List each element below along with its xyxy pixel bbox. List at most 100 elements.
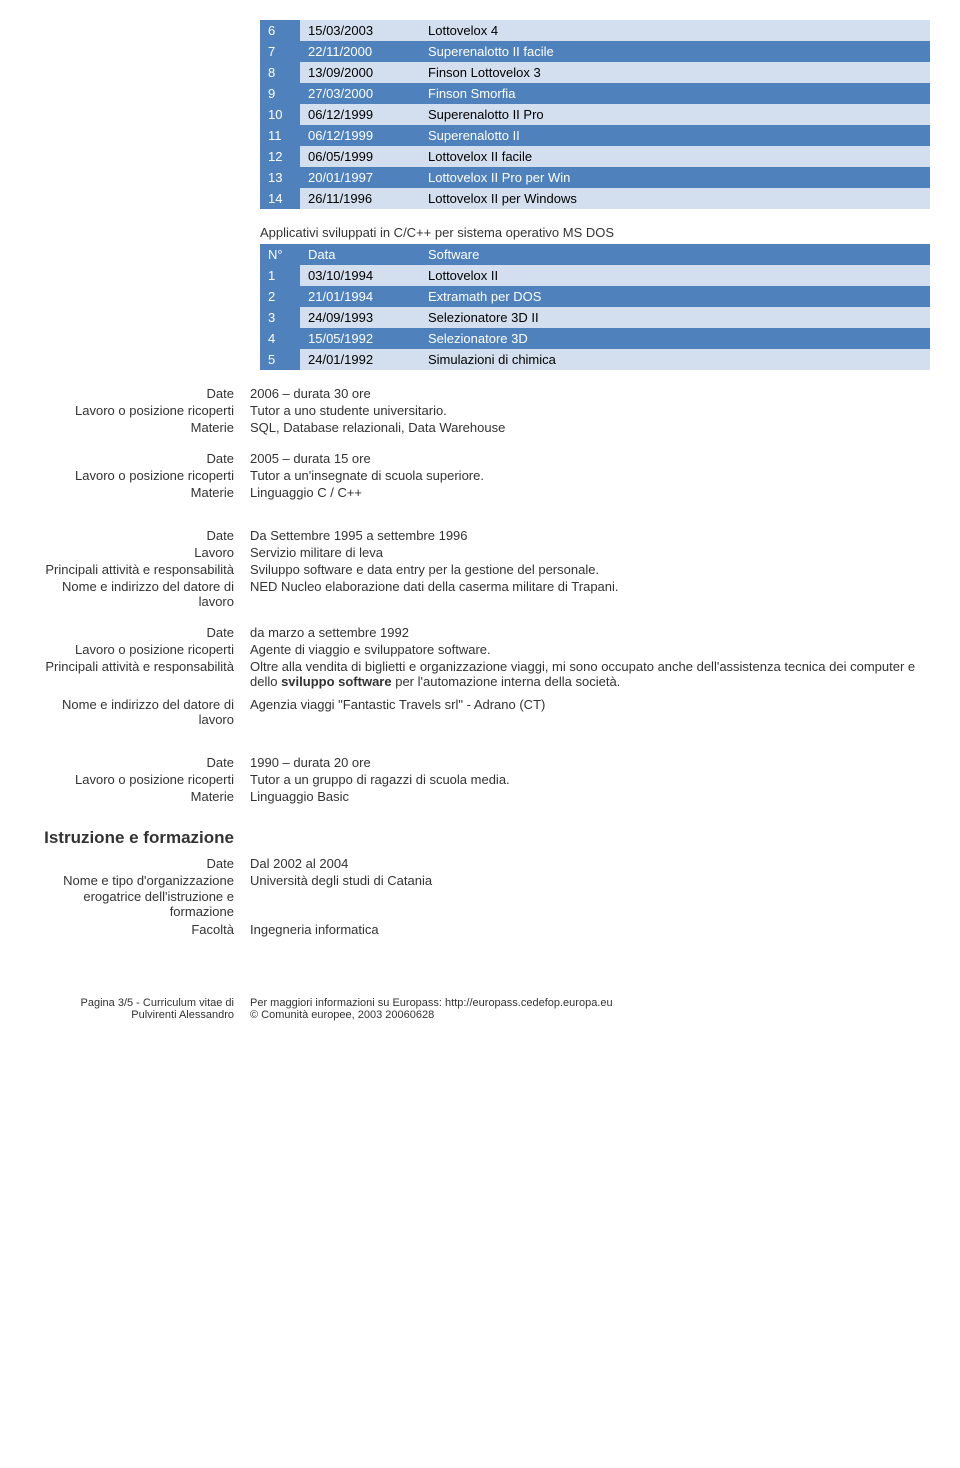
- software-table-2: N° Data Software 103/10/1994Lottovelox I…: [260, 244, 930, 370]
- page-footer: Pagina 3/5 - Curriculum vitae di Pulvire…: [30, 997, 930, 1021]
- cell-sw: Lottovelox II Pro per Win: [420, 167, 930, 188]
- table-row: 813/09/2000Finson Lottovelox 3: [260, 62, 930, 83]
- cell-n: 3: [260, 307, 300, 328]
- label-org: Nome e tipo d'organizzazione erogatrice …: [30, 873, 250, 920]
- exp4-principali-post: per l'automazione interna della società.: [392, 674, 621, 689]
- cell-date: 06/12/1999: [300, 104, 420, 125]
- table-row: 1320/01/1997Lottovelox II Pro per Win: [260, 167, 930, 188]
- cell-sw: Superenalotto II facile: [420, 41, 930, 62]
- footer-left-1: Pagina 3/5 - Curriculum vitae di: [30, 997, 234, 1009]
- cell-sw: Superenalotto II Pro: [420, 104, 930, 125]
- cell-sw: Selezionatore 3D: [420, 328, 930, 349]
- edu1-date: Dal 2002 al 2004: [250, 856, 930, 871]
- footer-left-2: Pulvirenti Alessandro: [30, 1009, 234, 1021]
- cell-n: 11: [260, 125, 300, 146]
- cell-date: 13/09/2000: [300, 62, 420, 83]
- cell-sw: Finson Smorfia: [420, 83, 930, 104]
- label-principali: Principali attività e responsabilità: [30, 562, 250, 577]
- label-principali: Principali attività e responsabilità: [30, 659, 250, 689]
- cell-sw: Lottovelox 4: [420, 20, 930, 41]
- table-row: 722/11/2000Superenalotto II facile: [260, 41, 930, 62]
- table2-header-sw: Software: [420, 244, 930, 265]
- cell-sw: Superenalotto II: [420, 125, 930, 146]
- table-row: 524/01/1992Simulazioni di chimica: [260, 349, 930, 370]
- cell-date: 15/03/2003: [300, 20, 420, 41]
- cell-n: 13: [260, 167, 300, 188]
- exp5-date: 1990 – durata 20 ore: [250, 755, 930, 770]
- exp1-mat: SQL, Database relazionali, Data Warehous…: [250, 420, 930, 435]
- cell-n: 12: [260, 146, 300, 167]
- experience-5: Date 1990 – durata 20 ore Lavoro o posiz…: [30, 755, 930, 804]
- label-position: Lavoro o posizione ricoperti: [30, 403, 250, 418]
- exp2-pos: Tutor a un'insegnate di scuola superiore…: [250, 468, 930, 483]
- cell-date: 20/01/1997: [300, 167, 420, 188]
- cell-sw: Extramath per DOS: [420, 286, 930, 307]
- cell-date: 27/03/2000: [300, 83, 420, 104]
- label-materie: Materie: [30, 789, 250, 804]
- exp5-pos: Tutor a un gruppo di ragazzi di scuola m…: [250, 772, 930, 787]
- section-heading-education: Istruzione e formazione: [30, 828, 250, 848]
- footer-left: Pagina 3/5 - Curriculum vitae di Pulvire…: [30, 997, 250, 1021]
- experience-2: Date 2005 – durata 15 ore Lavoro o posiz…: [30, 451, 930, 500]
- experience-4: Date da marzo a settembre 1992 Lavoro o …: [30, 625, 930, 727]
- label-materie: Materie: [30, 420, 250, 435]
- table-row: 221/01/1994Extramath per DOS: [260, 286, 930, 307]
- table2-intro: Applicativi sviluppati in C/C++ per sist…: [260, 225, 930, 240]
- label-materie: Materie: [30, 485, 250, 500]
- cell-date: 03/10/1994: [300, 265, 420, 286]
- cell-sw: Lottovelox II facile: [420, 146, 930, 167]
- exp4-date: da marzo a settembre 1992: [250, 625, 930, 640]
- exp2-mat: Linguaggio C / C++: [250, 485, 930, 500]
- cell-n: 10: [260, 104, 300, 125]
- table-row: 927/03/2000Finson Smorfia: [260, 83, 930, 104]
- footer-right-1: Per maggiori informazioni su Europass: h…: [250, 997, 930, 1009]
- table-row: 1106/12/1999Superenalotto II: [260, 125, 930, 146]
- cell-n: 6: [260, 20, 300, 41]
- table2-header-n: N°: [260, 244, 300, 265]
- table-row: 615/03/2003Lottovelox 4: [260, 20, 930, 41]
- table-row: 1006/12/1999Superenalotto II Pro: [260, 104, 930, 125]
- cell-n: 1: [260, 265, 300, 286]
- table-row: 415/05/1992Selezionatore 3D: [260, 328, 930, 349]
- cell-sw: Simulazioni di chimica: [420, 349, 930, 370]
- exp4-pos: Agente di viaggio e sviluppatore softwar…: [250, 642, 930, 657]
- cell-date: 21/01/1994: [300, 286, 420, 307]
- exp4-principali: Oltre alla vendita di biglietti e organi…: [250, 659, 930, 689]
- table2-header-row: N° Data Software: [260, 244, 930, 265]
- cell-n: 9: [260, 83, 300, 104]
- exp5-mat: Linguaggio Basic: [250, 789, 930, 804]
- cell-date: 24/09/1993: [300, 307, 420, 328]
- label-datore: Nome e indirizzo del datore di lavoro: [30, 697, 250, 727]
- cell-n: 2: [260, 286, 300, 307]
- exp4-principali-bold: sviluppo software: [281, 674, 392, 689]
- cell-sw: Lottovelox II: [420, 265, 930, 286]
- cell-sw: Selezionatore 3D II: [420, 307, 930, 328]
- edu1-fac: Ingegneria informatica: [250, 922, 930, 937]
- exp3-datore: NED Nucleo elaborazione dati della caser…: [250, 579, 930, 609]
- table2-header-date: Data: [300, 244, 420, 265]
- exp1-pos: Tutor a uno studente universitario.: [250, 403, 930, 418]
- label-facolta: Facoltà: [30, 922, 250, 937]
- label-position: Lavoro o posizione ricoperti: [30, 468, 250, 483]
- cell-n: 4: [260, 328, 300, 349]
- education-1: Date Dal 2002 al 2004 Nome e tipo d'orga…: [30, 856, 930, 937]
- exp3-principali: Sviluppo software e data entry per la ge…: [250, 562, 930, 577]
- cell-date: 24/01/1992: [300, 349, 420, 370]
- cell-date: 26/11/1996: [300, 188, 420, 209]
- edu1-org: Università degli studi di Catania: [250, 873, 930, 920]
- label-date: Date: [30, 625, 250, 640]
- cell-sw: Lottovelox II per Windows: [420, 188, 930, 209]
- table-row: 1206/05/1999Lottovelox II facile: [260, 146, 930, 167]
- label-position: Lavoro o posizione ricoperti: [30, 642, 250, 657]
- cell-sw: Finson Lottovelox 3: [420, 62, 930, 83]
- footer-right: Per maggiori informazioni su Europass: h…: [250, 997, 930, 1021]
- table-row: 103/10/1994Lottovelox II: [260, 265, 930, 286]
- exp2-date: 2005 – durata 15 ore: [250, 451, 930, 466]
- label-date: Date: [30, 386, 250, 401]
- cell-date: 22/11/2000: [300, 41, 420, 62]
- label-date: Date: [30, 451, 250, 466]
- exp1-date: 2006 – durata 30 ore: [250, 386, 930, 401]
- cell-n: 8: [260, 62, 300, 83]
- exp3-lavoro: Servizio militare di leva: [250, 545, 930, 560]
- cell-n: 5: [260, 349, 300, 370]
